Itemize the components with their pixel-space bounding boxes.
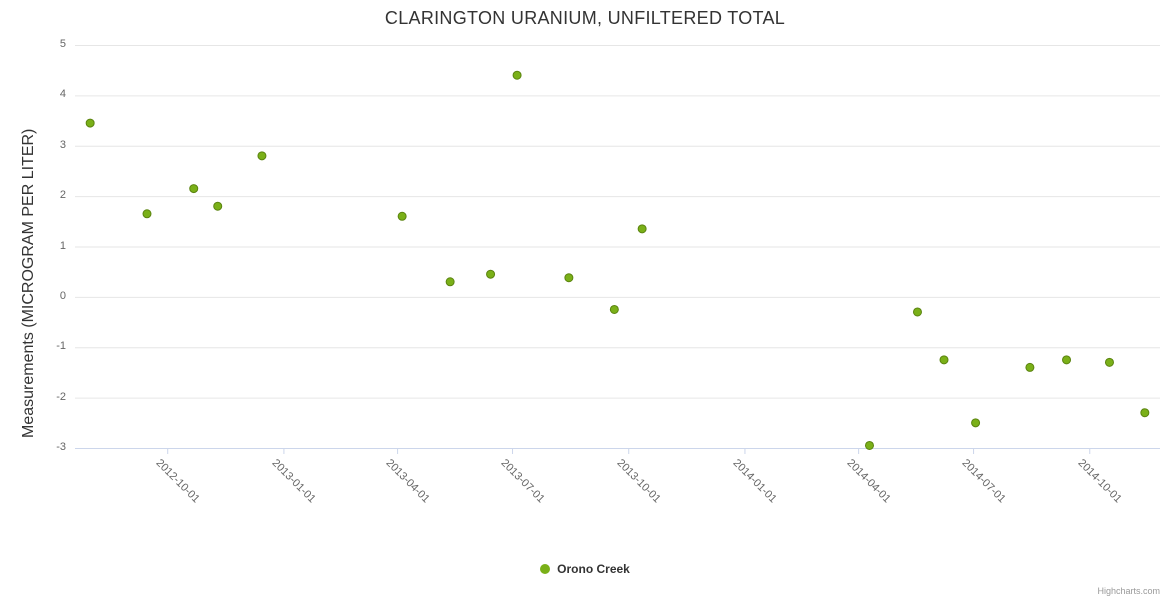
y-axis-tick-label: -1 [56,340,66,353]
data-point[interactable] [213,201,223,211]
data-point[interactable] [564,273,574,283]
legend-label: Orono Creek [557,562,630,576]
data-point[interactable] [142,209,152,219]
data-point[interactable] [445,277,455,287]
y-axis-tick-label: -3 [56,441,66,453]
y-axis-tick-label: 0 [59,289,66,302]
y-axis-tick-label: 1 [59,239,66,252]
chart-title: CLARINGTON URANIUM, UNFILTERED TOTAL [384,8,786,28]
data-point[interactable] [1140,408,1150,418]
legend-item-orono-creek[interactable]: Orono Creek [0,562,1170,576]
data-point[interactable] [85,118,95,128]
y-axis-tick-label: 5 [59,38,66,50]
y-axis-tick-label: 3 [59,138,66,151]
highcharts-credit-link[interactable]: Highcharts.com [1097,586,1160,596]
data-point[interactable] [971,418,981,428]
data-point[interactable] [939,355,949,365]
data-point[interactable] [1062,355,1072,365]
data-point[interactable] [1104,357,1114,367]
data-point[interactable] [486,269,496,279]
data-point[interactable] [257,151,267,161]
y-axis-tick-label: 2 [59,189,66,202]
data-point[interactable] [189,184,199,194]
legend-marker-icon [540,564,551,574]
data-point[interactable] [1025,362,1035,372]
data-point[interactable] [397,211,407,221]
y-axis-tick-label: 4 [59,88,66,101]
data-point[interactable] [512,70,522,80]
data-point[interactable] [609,304,619,314]
data-point[interactable] [912,307,922,317]
y-axis-tick-label: -2 [56,390,66,403]
data-point[interactable] [637,224,647,234]
data-point[interactable] [864,440,874,450]
